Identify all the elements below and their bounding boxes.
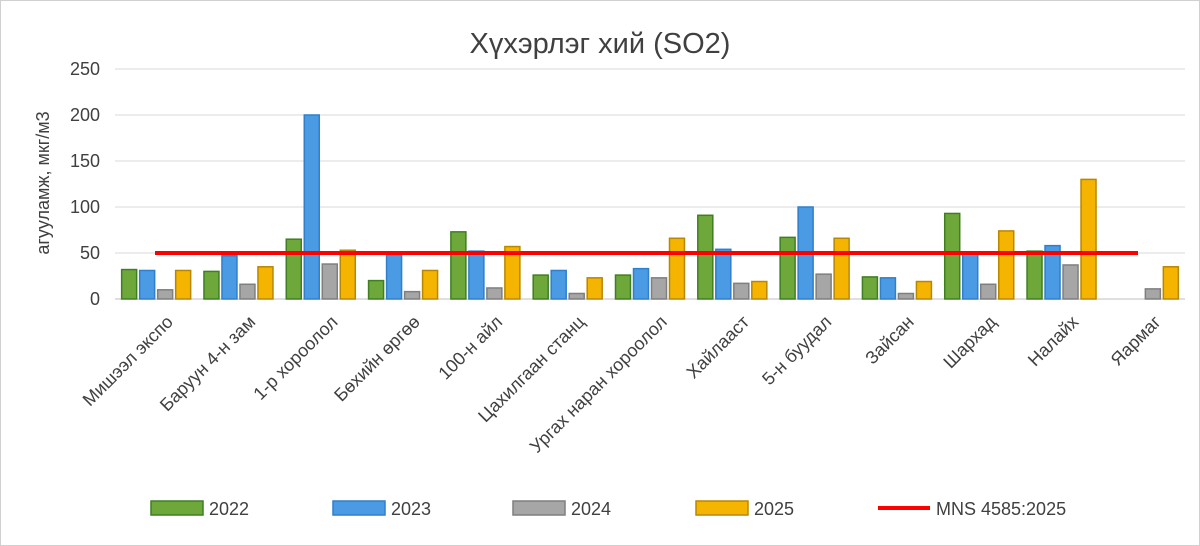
bar-2022-баруун-4-н-зам xyxy=(203,270,220,300)
y-tick-label: 0 xyxy=(90,289,100,309)
legend-label-2025: 2025 xyxy=(754,499,794,519)
bar-2023-налайх xyxy=(1044,244,1061,300)
bar-2023-1-р-хороолол xyxy=(303,114,321,300)
y-tick-labels: 0 50 100 150 200 250 xyxy=(70,59,100,309)
bar-2022-100-н-айл xyxy=(450,231,467,300)
bar-2024-баруун-4-н-зам xyxy=(239,283,256,300)
y-tick-label: 50 xyxy=(80,243,100,263)
bar-2023-ургах-наран-хороолол xyxy=(632,267,650,300)
chart-title: Хүхэрлэг хий (SO2) xyxy=(470,28,731,60)
category-label-налайх: Налайх xyxy=(1024,312,1082,370)
y-tick-label: 150 xyxy=(70,151,100,171)
bar-2025-мишээл-экспо xyxy=(174,269,192,300)
y-tick-label: 250 xyxy=(70,59,100,79)
bar-2024-мишээл-экспо xyxy=(156,289,174,300)
category-label-ургах-наран-хороолол: Ургах наран хороолол xyxy=(526,312,671,457)
legend-item-2022: 2022 xyxy=(150,499,249,519)
legend-item-2023: 2023 xyxy=(332,499,431,519)
bar-2025-бөхийн-өргөө xyxy=(421,269,439,300)
bar-2025-баруун-4-н-зам xyxy=(257,266,274,300)
legend-swatch-2024 xyxy=(512,500,566,516)
bar-2025-налайх xyxy=(1080,178,1097,300)
bar-2025-яармаг xyxy=(1162,266,1180,300)
bar-2022-шархад xyxy=(943,212,961,300)
category-label-5-н-буудал: 5-н буудал xyxy=(758,312,835,389)
bar-2024-яармаг xyxy=(1144,288,1162,300)
bar-2023-100-н-айл xyxy=(468,250,485,300)
bar-2022-1-р-хороолол xyxy=(285,238,303,300)
bar-2022-хайлааст xyxy=(697,214,714,300)
bar-2025-зайсан xyxy=(915,280,933,300)
bar-2023-цахилгаан-станц xyxy=(550,269,567,300)
category-label-яармаг: Яармаг xyxy=(1107,311,1165,369)
bar-2024-5-н-буудал xyxy=(815,273,832,300)
category-label-хайлааст: Хайлааст xyxy=(683,312,754,383)
bar-2025-5-н-буудал xyxy=(833,237,850,300)
legend-label-2023: 2023 xyxy=(391,499,431,519)
y-tick-label: 100 xyxy=(70,197,100,217)
bar-2025-цахилгаан-станц xyxy=(586,277,603,300)
bar-2024-налайх xyxy=(1062,264,1079,300)
bar-2024-шархад xyxy=(979,283,997,300)
bar-2025-100-н-айл xyxy=(504,245,521,300)
legend-label-2022: 2022 xyxy=(209,499,249,519)
bar-2023-баруун-4-н-зам xyxy=(221,255,238,300)
bar-2022-мишээл-экспо xyxy=(120,268,138,300)
bar-2025-1-р-хороолол xyxy=(339,249,357,300)
legend-label-reference-line: MNS 4585:2025 xyxy=(936,499,1066,519)
bars xyxy=(120,114,1180,300)
bar-2023-мишээл-экспо xyxy=(138,269,156,300)
bar-2022-бөхийн-өргөө xyxy=(367,279,385,300)
legend: 2022 2023 2024 2025 MNS 4585:2025 xyxy=(150,499,1066,519)
legend-item-2025: 2025 xyxy=(695,499,794,519)
bar-2025-шархад xyxy=(997,230,1015,300)
legend-label-2024: 2024 xyxy=(571,499,611,519)
bar-2024-цахилгаан-станц xyxy=(568,292,585,300)
bar-2024-ургах-наран-хороолол xyxy=(650,277,668,300)
legend-item-reference-line: MNS 4585:2025 xyxy=(878,499,1066,519)
bar-2023-зайсан xyxy=(879,277,897,300)
bar-2023-хайлааст xyxy=(715,248,732,300)
bar-2022-зайсан xyxy=(861,276,879,300)
bar-2022-5-н-буудал xyxy=(779,236,796,300)
bar-2023-бөхийн-өргөө xyxy=(385,254,403,300)
bar-2022-цахилгаан-станц xyxy=(532,274,549,300)
category-label-зайсан: Зайсан xyxy=(861,312,917,368)
legend-item-2024: 2024 xyxy=(512,499,611,519)
category-label-100-н-айл: 100-н айл xyxy=(434,312,506,384)
category-label-1-р-хороолол: 1-р хороолол xyxy=(249,312,341,404)
bar-2024-бөхийн-өргөө xyxy=(403,290,421,300)
bar-2024-100-н-айл xyxy=(486,287,503,300)
bar-2022-налайх xyxy=(1026,250,1043,300)
category-label-бөхийн-өргөө: Бөхийн өргөө xyxy=(330,312,424,406)
bar-2024-хайлааст xyxy=(733,282,750,300)
bar-2023-шархад xyxy=(961,252,979,300)
bar-2024-зайсан xyxy=(897,292,915,300)
gridlines xyxy=(115,68,1185,300)
legend-swatch-2022 xyxy=(150,500,204,516)
y-tick-label: 200 xyxy=(70,105,100,125)
bar-2024-1-р-хороолол xyxy=(321,263,339,300)
category-label-шархад: Шархад xyxy=(940,311,1001,372)
bar-2022-ургах-наран-хороолол xyxy=(614,274,632,300)
bar-2025-хайлааст xyxy=(751,280,768,300)
legend-swatch-2023 xyxy=(332,500,386,516)
y-axis-label: агууламж, мкг/м3 xyxy=(33,111,53,254)
bar-2025-ургах-наран-хороолол xyxy=(668,237,686,300)
legend-swatch-2025 xyxy=(695,500,749,516)
